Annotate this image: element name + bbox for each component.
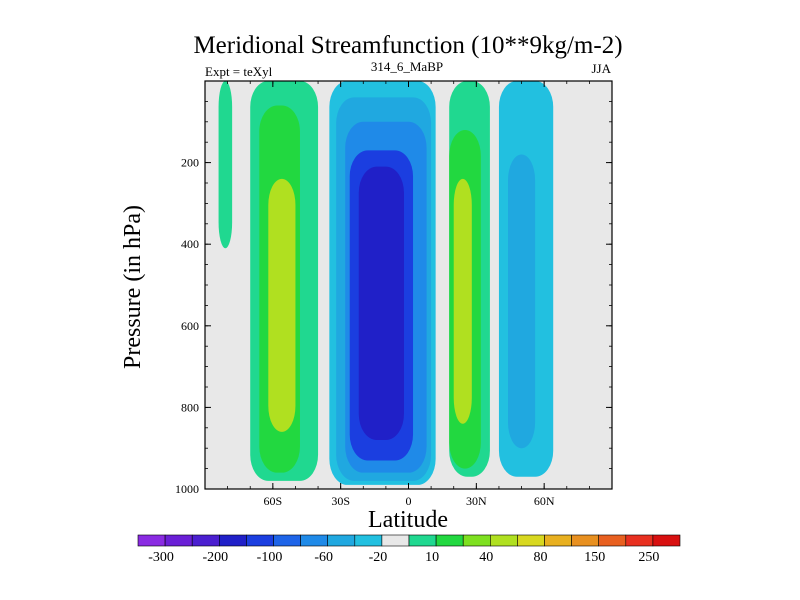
- colorbar-swatch: [544, 534, 572, 547]
- colorbar-swatch: [246, 534, 274, 547]
- colorbar-swatch: [273, 534, 301, 547]
- colorbar-swatch: [652, 534, 681, 547]
- colorbar-swatch: [571, 534, 599, 547]
- colorbar-label: -60: [314, 550, 333, 565]
- colorbar-swatch: [219, 534, 247, 547]
- colorbar-label: 250: [638, 550, 659, 565]
- colorbar-label: -200: [202, 550, 228, 565]
- colorbar-swatch: [300, 534, 329, 547]
- y-tick-label: 200: [181, 156, 199, 170]
- x-tick-label: 30N: [466, 494, 487, 508]
- contour-region-darker-blue-core: [358, 166, 404, 441]
- y-tick-label: 600: [181, 319, 199, 333]
- x-tick-label: 60S: [263, 494, 282, 508]
- y-tick-label: 800: [181, 400, 199, 414]
- contour-region-yellow-green-north-core: [453, 178, 472, 424]
- colorbar-swatch: [598, 534, 627, 547]
- contour-region-cyan-high-lat-south: [218, 81, 233, 249]
- colorbar-swatch: [517, 534, 545, 547]
- x-axis-label: Latitude: [368, 507, 448, 533]
- colorbar-swatch: [625, 534, 654, 547]
- experiment-label: Expt = teXyl: [205, 64, 273, 79]
- y-ticks: 200 400 600 800 1000: [175, 80, 612, 496]
- colorbar: [137, 534, 681, 547]
- colorbar-swatch: [462, 534, 491, 547]
- x-tick-label: 30S: [331, 494, 350, 508]
- colorbar-swatch: [191, 534, 220, 547]
- colorbar-label: 10: [425, 550, 439, 565]
- y-axis-label: Pressure (in hPa): [120, 205, 146, 369]
- colorbar-label: -100: [257, 550, 283, 565]
- x-ticks: 60S 30S 0 30N 60N: [204, 81, 613, 508]
- x-tick-label: 60N: [534, 494, 555, 508]
- colorbar-swatch: [435, 534, 464, 547]
- plot-area: 200 400 600 800 1000 60S 30S 0 30N 60N: [175, 80, 613, 508]
- y-tick-label: 1000: [175, 482, 199, 496]
- colorbar-swatch: [164, 534, 193, 547]
- colorbar-label: -20: [369, 550, 388, 565]
- colorbar-swatch: [408, 534, 437, 547]
- colorbar-swatch: [489, 534, 518, 547]
- colorbar-labels: -300 -200 -100 -60 -20 10 40 80 150 250: [148, 550, 659, 565]
- colorbar-label: 150: [584, 550, 605, 565]
- colorbar-swatch: [354, 534, 383, 547]
- case-label: 314_6_MaBP: [371, 59, 443, 74]
- colorbar-label: -300: [148, 550, 174, 565]
- colorbar-label: 40: [479, 550, 493, 565]
- colorbar-swatch: [381, 534, 410, 547]
- chart-title: Meridional Streamfunction (10**9kg/m-2): [193, 32, 622, 59]
- season-label: JJA: [591, 61, 611, 76]
- contour-region-yellow-green-south-core: [268, 178, 296, 432]
- contour-regions: [218, 81, 554, 485]
- colorbar-label: 80: [534, 550, 548, 565]
- colorbar-swatch: [327, 534, 356, 547]
- y-tick-label: 400: [181, 237, 199, 251]
- x-tick-label: 0: [406, 494, 412, 508]
- colorbar-swatch: [137, 534, 166, 547]
- contour-region-mid-blue-north: [507, 154, 536, 449]
